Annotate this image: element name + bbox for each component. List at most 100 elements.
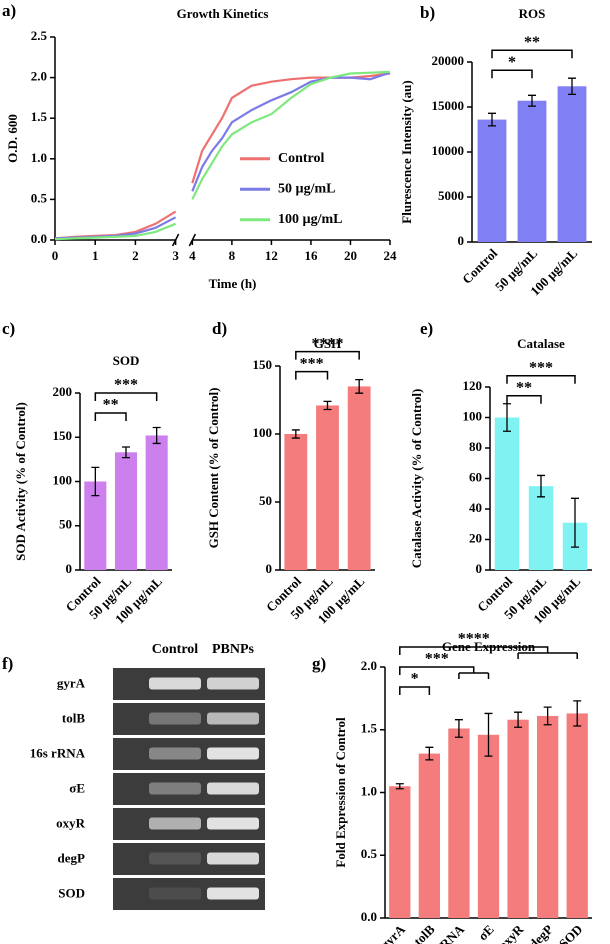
error-bar	[571, 497, 579, 548]
gel-row-label: 16s rRNA	[30, 745, 86, 760]
y-tick-label: 100	[463, 408, 483, 423]
chart-title: GSH	[314, 336, 341, 351]
y-tick-label: 15000	[432, 98, 465, 113]
y-axis-label: Catalase Activity (% of Control)	[409, 389, 424, 569]
error-bar	[395, 783, 404, 790]
bar	[145, 435, 168, 570]
y-tick-label: 1.5	[361, 721, 378, 736]
data-line	[54, 216, 177, 240]
x-axis-label: Time (h)	[209, 276, 257, 291]
legend-label: Control	[278, 151, 325, 166]
significance-bracket	[399, 666, 490, 679]
x-tick-label: 24	[384, 248, 398, 263]
x-tick-label: 2	[132, 248, 139, 263]
y-tick-label: 0	[266, 561, 273, 576]
gel-band	[149, 887, 201, 900]
x-tick-label: tolB	[411, 921, 438, 944]
y-tick-label: 0.0	[31, 231, 47, 246]
data-line	[191, 70, 391, 200]
y-tick-label: 2.5	[31, 28, 48, 43]
error-bar	[122, 446, 130, 459]
y-tick-label: 2.0	[361, 658, 377, 673]
bar	[528, 486, 554, 570]
significance-label: ***	[114, 377, 138, 394]
significance-label: *	[508, 54, 516, 71]
y-tick-label: 10000	[432, 143, 465, 158]
significance-bracket	[506, 395, 542, 404]
significance-bracket	[491, 49, 573, 59]
gel-row-label: SOD	[58, 885, 85, 900]
chart-title: Catalase	[517, 336, 565, 351]
error-bar	[152, 426, 161, 445]
bar	[477, 119, 507, 242]
bar	[284, 434, 308, 570]
x-tick-label: 8	[229, 248, 236, 263]
gel-band	[149, 747, 201, 760]
significance-label: **	[524, 34, 540, 51]
chart-title: SOD	[113, 353, 140, 368]
bar	[448, 728, 470, 918]
y-tick-label: 150	[53, 428, 73, 443]
gel-row-label: degP	[58, 850, 86, 865]
y-axis-label: GSH Content (% of Control)	[206, 388, 221, 549]
legend-label: 100 µg/mL	[278, 212, 342, 227]
data-line	[54, 222, 177, 241]
significance-label: **	[516, 379, 532, 396]
x-tick-label: degP	[526, 922, 556, 944]
gel-band	[207, 677, 259, 690]
y-tick-label: 0.5	[361, 846, 378, 861]
error-bar	[537, 474, 545, 498]
bar	[536, 715, 559, 918]
y-tick-label: 120	[463, 378, 483, 393]
error-bar	[454, 719, 463, 738]
bar	[316, 405, 339, 570]
y-tick-label: 40	[469, 500, 482, 515]
error-bar	[488, 112, 496, 127]
gel-band	[149, 817, 201, 830]
gel-band	[149, 712, 201, 725]
gel-column-label: Control	[152, 642, 199, 657]
significance-bracket	[399, 646, 578, 659]
x-tick-label: 1	[92, 248, 99, 263]
x-tick-label: 12	[265, 248, 278, 263]
error-bar	[425, 746, 434, 761]
y-tick-label: 80	[469, 439, 482, 454]
y-tick-label: 0.0	[361, 909, 377, 924]
data-line	[54, 210, 177, 240]
y-tick-label: 0	[458, 233, 465, 248]
significance-label: ****	[312, 335, 344, 352]
y-tick-label: 0	[476, 561, 483, 576]
significance-label: *	[411, 671, 419, 688]
panel-label: a)	[2, 1, 16, 20]
panel-label: c)	[2, 319, 15, 338]
gel-band	[207, 782, 259, 795]
gel-row-label: tolB	[62, 710, 85, 725]
y-tick-label: 50	[59, 517, 72, 532]
gel-band	[149, 782, 201, 795]
x-tick-label: SOD	[556, 922, 586, 944]
y-axis-label: O.D. 600	[5, 114, 20, 163]
panel-label: g)	[312, 654, 326, 673]
y-tick-label: 200	[53, 384, 73, 399]
x-tick-label: gyrA	[377, 921, 408, 944]
y-tick-label: 100	[253, 425, 273, 440]
error-bar	[355, 378, 364, 394]
gel-row-label: oxyR	[56, 815, 86, 830]
significance-bracket	[295, 370, 329, 380]
error-bar	[528, 94, 536, 107]
significance-label: ***	[529, 359, 553, 376]
data-line	[191, 72, 391, 184]
bar	[477, 734, 500, 918]
panel-label: e)	[420, 319, 433, 338]
x-tick-label: 3	[172, 248, 179, 263]
error-bar	[291, 429, 300, 439]
significance-bracket	[399, 686, 431, 695]
error-bar	[484, 712, 493, 757]
y-tick-label: 1.5	[31, 109, 48, 124]
bar	[557, 86, 587, 242]
gel-row-label: σE	[69, 780, 85, 795]
y-tick-label: 2.0	[31, 69, 47, 84]
bar	[507, 719, 529, 918]
y-axis-label: Flurescence Intensity (au)	[399, 80, 414, 223]
gel-band	[207, 817, 259, 830]
